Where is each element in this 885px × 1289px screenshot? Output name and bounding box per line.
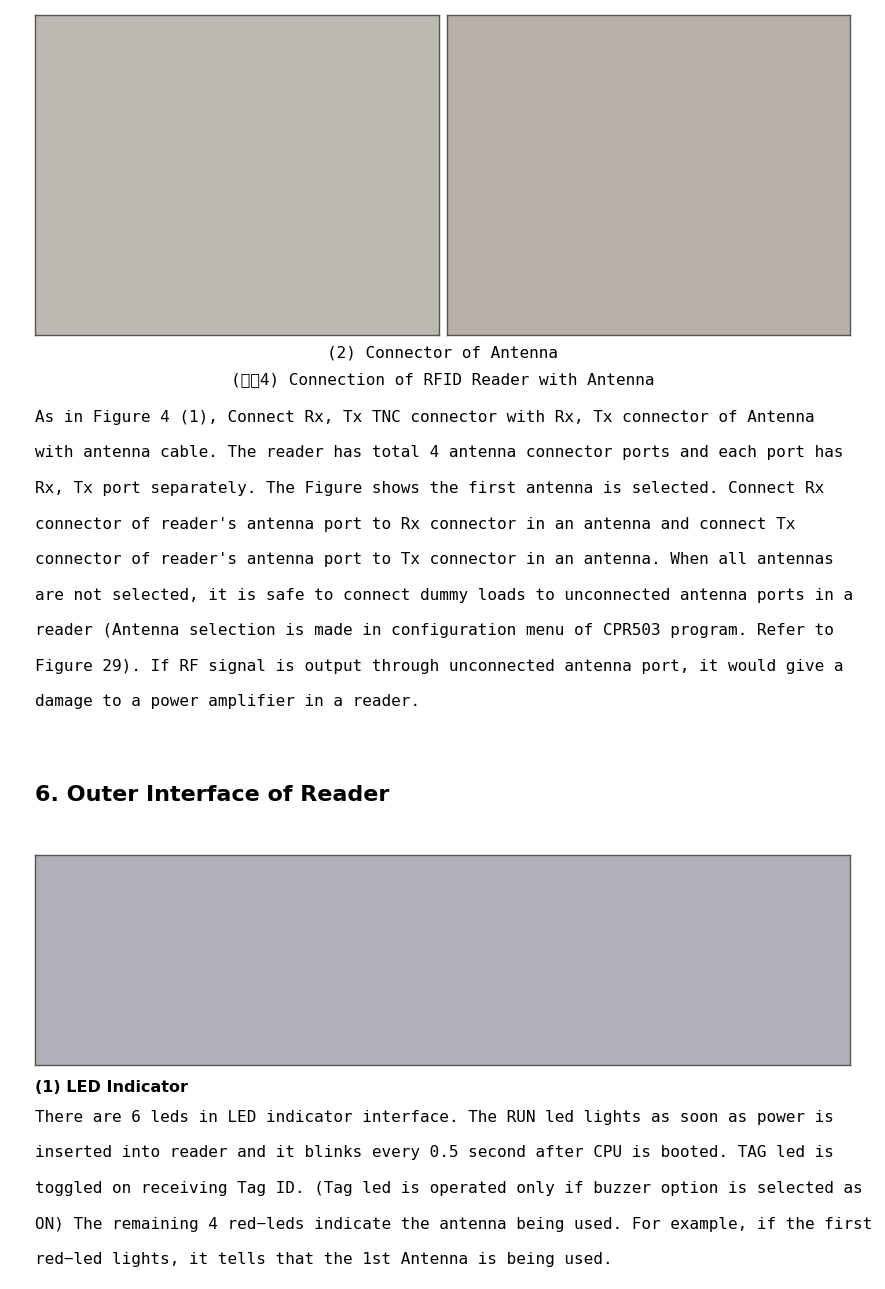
- Text: connector of reader's antenna port to Rx connector in an antenna and connect Tx: connector of reader's antenna port to Rx…: [35, 517, 796, 531]
- Text: Figure 29). If RF signal is output through unconnected antenna port, it would gi: Figure 29). If RF signal is output throu…: [35, 659, 843, 673]
- Text: There are 6 leds in LED indicator interface. The RUN led lights as soon as power: There are 6 leds in LED indicator interf…: [35, 1110, 834, 1125]
- Text: connector of reader's antenna port to Tx connector in an antenna. When all anten: connector of reader's antenna port to Tx…: [35, 552, 834, 567]
- Text: As in Figure 4 (1), Connect Rx, Tx TNC connector with Rx, Tx connector of Antenn: As in Figure 4 (1), Connect Rx, Tx TNC c…: [35, 410, 814, 425]
- Text: red−led lights, it tells that the 1st Antenna is being used.: red−led lights, it tells that the 1st An…: [35, 1252, 612, 1267]
- Text: toggled on receiving Tag ID. (Tag led is operated only if buzzer option is selec: toggled on receiving Tag ID. (Tag led is…: [35, 1181, 863, 1196]
- Text: Rx, Tx port separately. The Figure shows the first antenna is selected. Connect : Rx, Tx port separately. The Figure shows…: [35, 481, 824, 496]
- Text: (1) LED Indicator: (1) LED Indicator: [35, 1080, 188, 1094]
- Text: inserted into reader and it blinks every 0.5 second after CPU is booted. TAG led: inserted into reader and it blinks every…: [35, 1146, 834, 1160]
- Text: ON) The remaining 4 red−leds indicate the antenna being used. For example, if th: ON) The remaining 4 red−leds indicate th…: [35, 1217, 873, 1231]
- Text: reader (Antenna selection is made in configuration menu of CPR503 program. Refer: reader (Antenna selection is made in con…: [35, 623, 834, 638]
- Text: (그림4) Connection of RFID Reader with Antenna: (그림4) Connection of RFID Reader with Ant…: [231, 373, 654, 387]
- Text: damage to a power amplifier in a reader.: damage to a power amplifier in a reader.: [35, 693, 420, 709]
- Text: are not selected, it is safe to connect dummy loads to unconnected antenna ports: are not selected, it is safe to connect …: [35, 588, 853, 602]
- Text: with antenna cable. The reader has total 4 antenna connector ports and each port: with antenna cable. The reader has total…: [35, 446, 843, 460]
- Text: (2) Connector of Antenna: (2) Connector of Antenna: [327, 345, 558, 360]
- Text: 6. Outer Interface of Reader: 6. Outer Interface of Reader: [35, 785, 389, 806]
